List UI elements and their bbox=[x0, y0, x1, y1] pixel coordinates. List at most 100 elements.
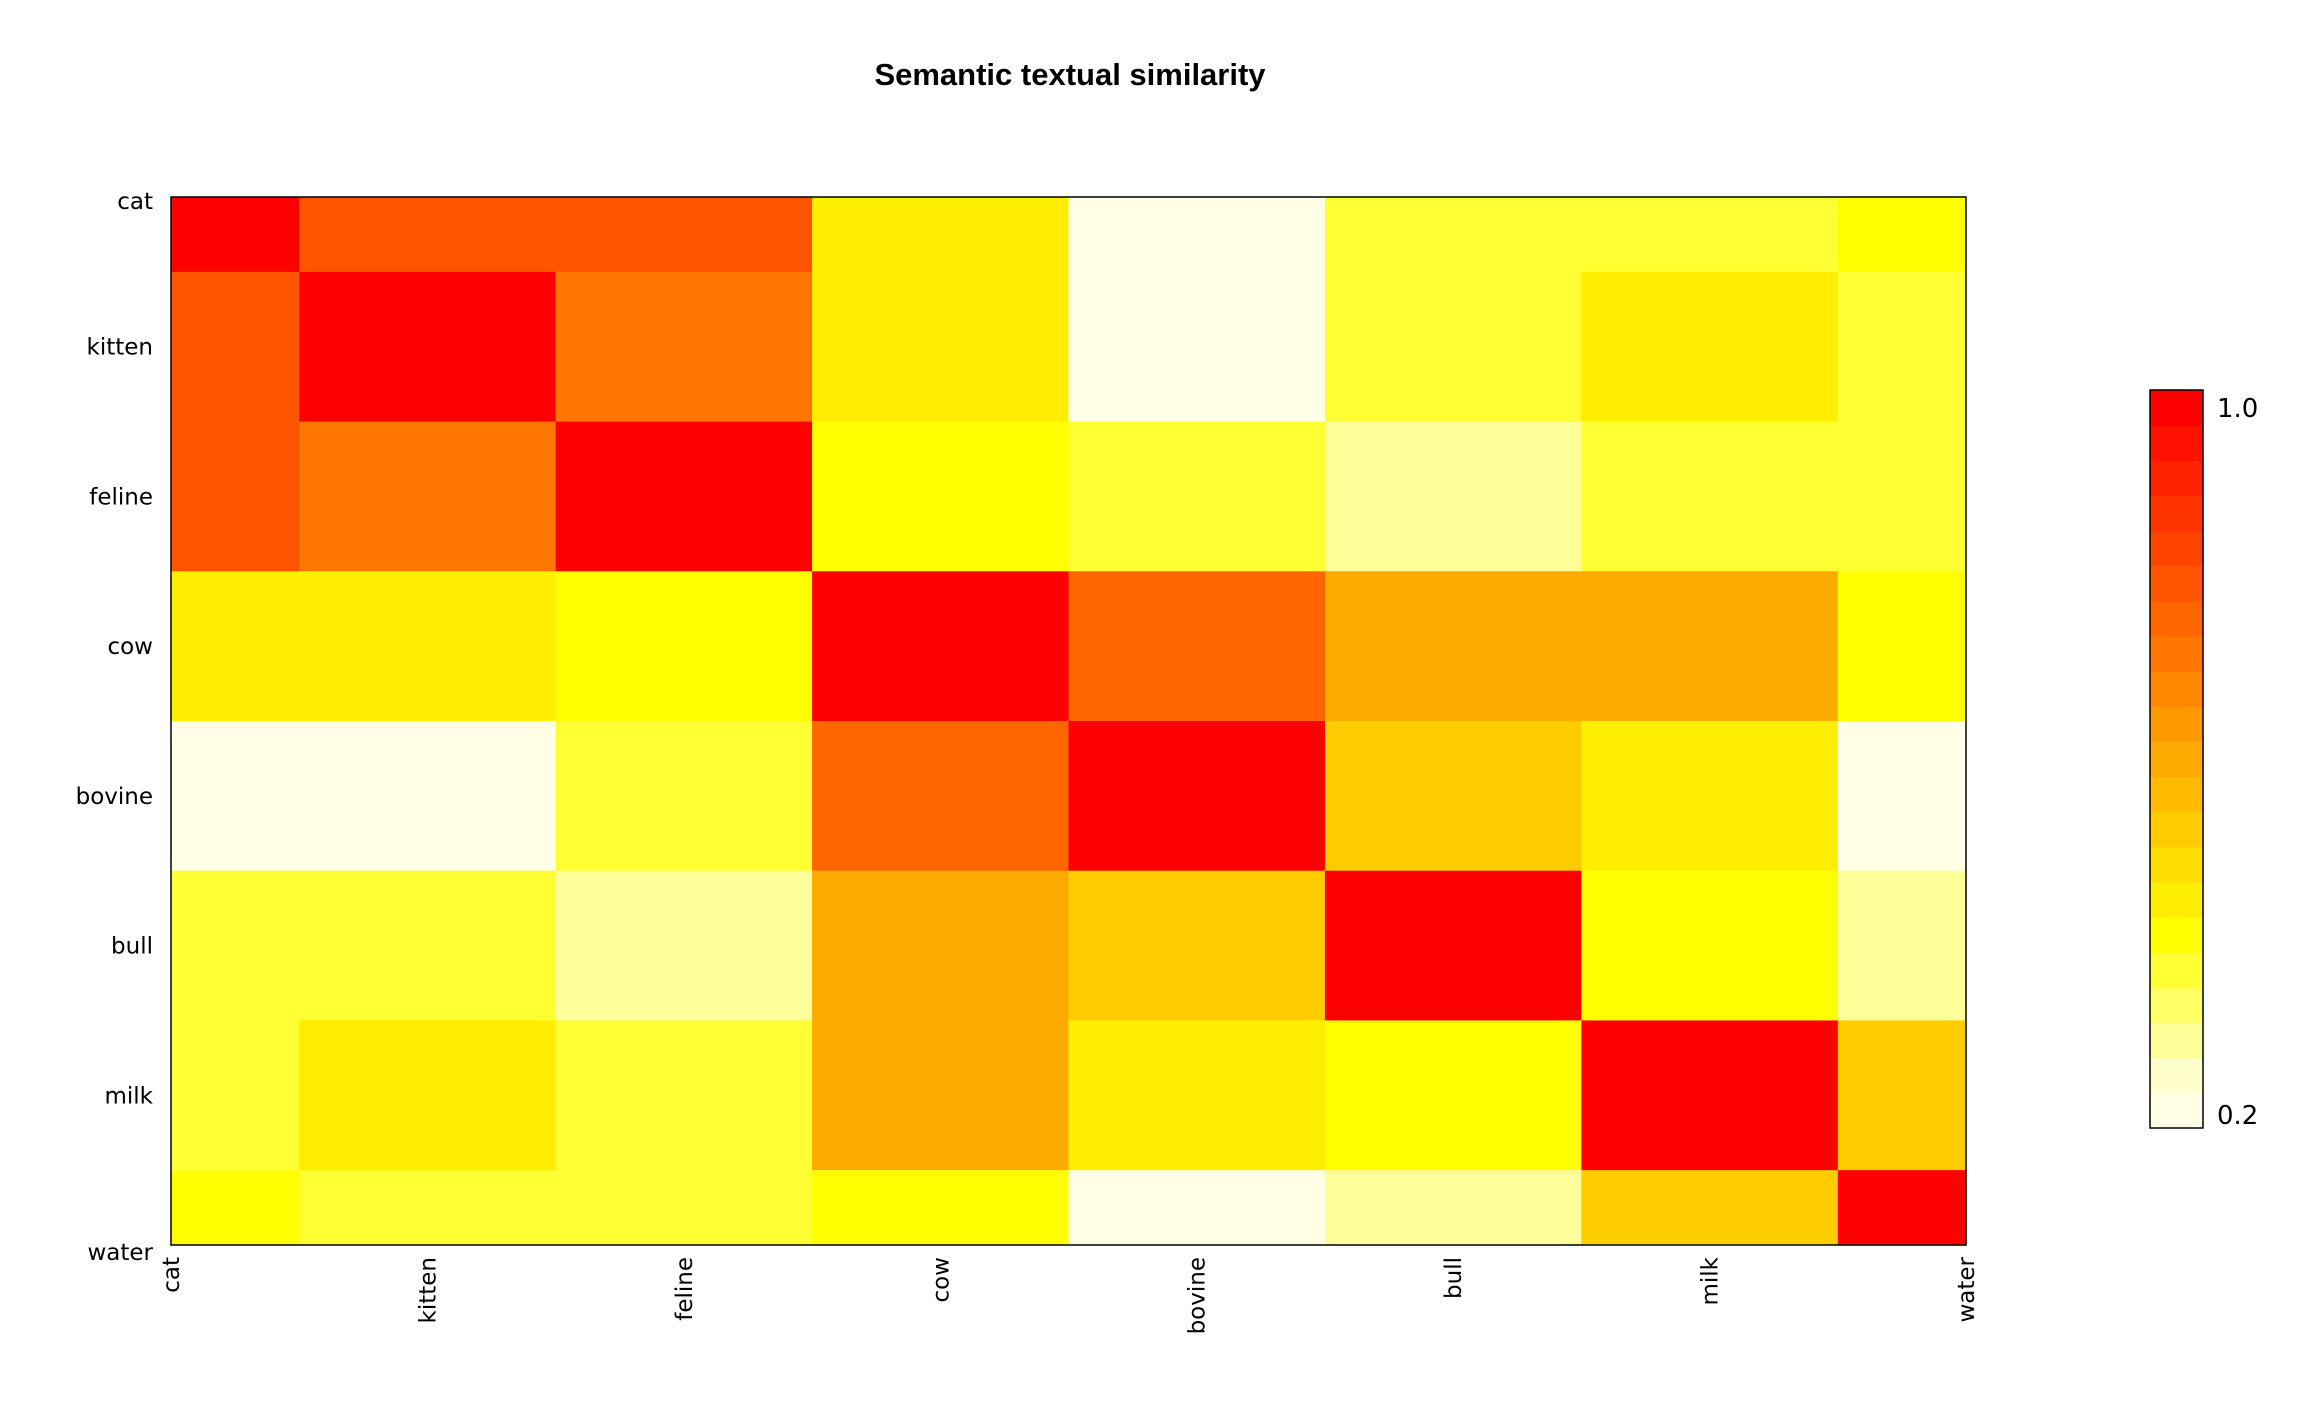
heatmap-cell-bull-cat bbox=[171, 870, 300, 1022]
colorbar-segment bbox=[2150, 495, 2203, 532]
colorbar-segment bbox=[2150, 425, 2203, 461]
heatmap-cell-kitten-bull bbox=[1324, 271, 1582, 423]
heatmap-cell-milk-feline bbox=[555, 1020, 813, 1171]
chart-title: Semantic textual similarity bbox=[874, 57, 1266, 92]
heatmap-cell-kitten-cat bbox=[171, 271, 300, 423]
y-tick-label-feline: feline bbox=[89, 484, 153, 510]
heatmap-cell-cat-kitten bbox=[299, 197, 557, 273]
colorbar-segment bbox=[2150, 741, 2203, 778]
colorbar-segment bbox=[2150, 917, 2203, 953]
y-tick-label-bovine: bovine bbox=[76, 784, 153, 810]
colorbar-segment bbox=[2150, 952, 2203, 989]
heatmap-cell-cat-cow bbox=[812, 197, 1070, 273]
colorbar-segment bbox=[2150, 811, 2203, 848]
heatmap-cell-feline-cat bbox=[171, 421, 300, 572]
colorbar-segment bbox=[2150, 636, 2203, 672]
heatmap-cell-feline-kitten bbox=[299, 421, 557, 572]
heatmap-cell-cow-feline bbox=[555, 571, 813, 722]
y-tick-label-cow: cow bbox=[107, 634, 153, 660]
heatmap-cell-cat-bovine bbox=[1068, 197, 1326, 273]
heatmap-cell-feline-bull bbox=[1324, 421, 1582, 572]
colorbar-segment bbox=[2150, 846, 2203, 883]
heatmap-cell-water-water bbox=[1837, 1170, 1967, 1246]
heatmap-cell-feline-feline bbox=[555, 421, 813, 572]
heatmap-cell-cow-cat bbox=[171, 571, 300, 722]
heatmap-cell-bovine-cat bbox=[171, 721, 300, 872]
heatmap-cell-water-bull bbox=[1324, 1170, 1582, 1246]
heatmap-cell-bovine-milk bbox=[1581, 721, 1839, 872]
heatmap-cell-kitten-cow bbox=[812, 271, 1070, 423]
heatmap-cell-milk-cat bbox=[171, 1020, 300, 1171]
heatmap-cell-cow-bovine bbox=[1068, 571, 1326, 722]
heatmap-cell-cow-bull bbox=[1324, 571, 1582, 722]
colorbar-segment bbox=[2150, 530, 2203, 567]
heatmap-cells bbox=[171, 197, 1967, 1246]
colorbar-segment bbox=[2150, 671, 2203, 707]
heatmap-cell-water-milk bbox=[1581, 1170, 1839, 1246]
y-tick-label-kitten: kitten bbox=[87, 335, 153, 361]
heatmap-cell-bull-bovine bbox=[1068, 870, 1326, 1022]
heatmap-cell-bovine-kitten bbox=[299, 721, 557, 872]
x-tick-label-milk: milk bbox=[1698, 1256, 1724, 1305]
heatmap-cell-milk-bovine bbox=[1068, 1020, 1326, 1171]
heatmap-cell-bull-cow bbox=[812, 870, 1070, 1022]
heatmap-cell-bull-feline bbox=[555, 870, 813, 1022]
heatmap-cell-bull-milk bbox=[1581, 870, 1839, 1022]
heatmap-cell-water-cow bbox=[812, 1170, 1070, 1246]
heatmap-cell-bull-water bbox=[1837, 870, 1967, 1022]
x-tick-label-water: water bbox=[1954, 1256, 1980, 1322]
heatmap-cell-bull-bull bbox=[1324, 870, 1582, 1022]
y-axis-tick-labels: cat kitten feline cow bovine bull milk water bbox=[76, 189, 154, 1266]
heatmap-cell-cat-milk bbox=[1581, 197, 1839, 273]
heatmap-cell-kitten-bovine bbox=[1068, 271, 1326, 423]
heatmap-cell-water-cat bbox=[171, 1170, 300, 1246]
x-tick-label-cow: cow bbox=[928, 1257, 954, 1303]
colorbar-segment bbox=[2150, 460, 2203, 497]
heatmap-cell-feline-water bbox=[1837, 421, 1967, 572]
colorbar bbox=[2149, 389, 2204, 1129]
heatmap-cell-feline-milk bbox=[1581, 421, 1839, 572]
colorbar-min-label: 0.2 bbox=[2217, 1101, 2258, 1131]
heatmap-cell-milk-cow bbox=[812, 1020, 1070, 1171]
colorbar-segment bbox=[2150, 1022, 2203, 1059]
x-axis-tick-labels: cat kitten feline cow bovine bull milk water bbox=[159, 1256, 1980, 1334]
colorbar-segment bbox=[2150, 1092, 2203, 1129]
colorbar-segment bbox=[2150, 1057, 2203, 1094]
colorbar-segment bbox=[2150, 390, 2203, 426]
heatmap-cell-bovine-feline bbox=[555, 721, 813, 872]
colorbar-segment bbox=[2150, 987, 2203, 1024]
y-tick-label-water: water bbox=[87, 1240, 153, 1266]
plot-frame bbox=[170, 196, 1967, 1246]
heatmap-cell-kitten-milk bbox=[1581, 271, 1839, 423]
x-tick-label-cat: cat bbox=[159, 1257, 185, 1293]
y-tick-label-milk: milk bbox=[104, 1083, 153, 1109]
colorbar-segment bbox=[2150, 565, 2203, 602]
heatmap-cell-milk-bull bbox=[1324, 1020, 1582, 1171]
heatmap-cell-bovine-cow bbox=[812, 721, 1070, 872]
x-tick-label-kitten: kitten bbox=[415, 1257, 441, 1323]
x-tick-label-bull: bull bbox=[1441, 1257, 1467, 1299]
heatmap-cell-bull-kitten bbox=[299, 870, 557, 1022]
heatmap-cell-cat-bull bbox=[1324, 197, 1582, 273]
heatmap-cell-cow-milk bbox=[1581, 571, 1839, 722]
colorbar-frame bbox=[2149, 389, 2204, 1129]
heatmap-cell-kitten-water bbox=[1837, 271, 1967, 423]
x-tick-label-bovine: bovine bbox=[1185, 1257, 1211, 1334]
colorbar-segment bbox=[2150, 776, 2203, 813]
colorbar-max-label: 1.0 bbox=[2217, 394, 2258, 424]
heatmap-cell-milk-milk bbox=[1581, 1020, 1839, 1171]
heatmap-cell-kitten-kitten bbox=[299, 271, 557, 423]
heatmap-cell-milk-water bbox=[1837, 1020, 1967, 1171]
y-tick-label-bull: bull bbox=[111, 934, 153, 960]
heatmap-cell-bovine-bovine bbox=[1068, 721, 1326, 872]
heatmap-cell-cat-water bbox=[1837, 197, 1967, 273]
heatmap-cell-bovine-water bbox=[1837, 721, 1967, 872]
heatmap-cell-milk-kitten bbox=[299, 1020, 557, 1171]
heatmap-cell-cat-cat bbox=[171, 197, 300, 273]
heatmap-cell-bovine-bull bbox=[1324, 721, 1582, 872]
colorbar-segment bbox=[2150, 882, 2203, 918]
colorbar-segment bbox=[2150, 600, 2203, 637]
heatmap-cell-kitten-feline bbox=[555, 271, 813, 423]
heatmap-cell-water-bovine bbox=[1068, 1170, 1326, 1246]
